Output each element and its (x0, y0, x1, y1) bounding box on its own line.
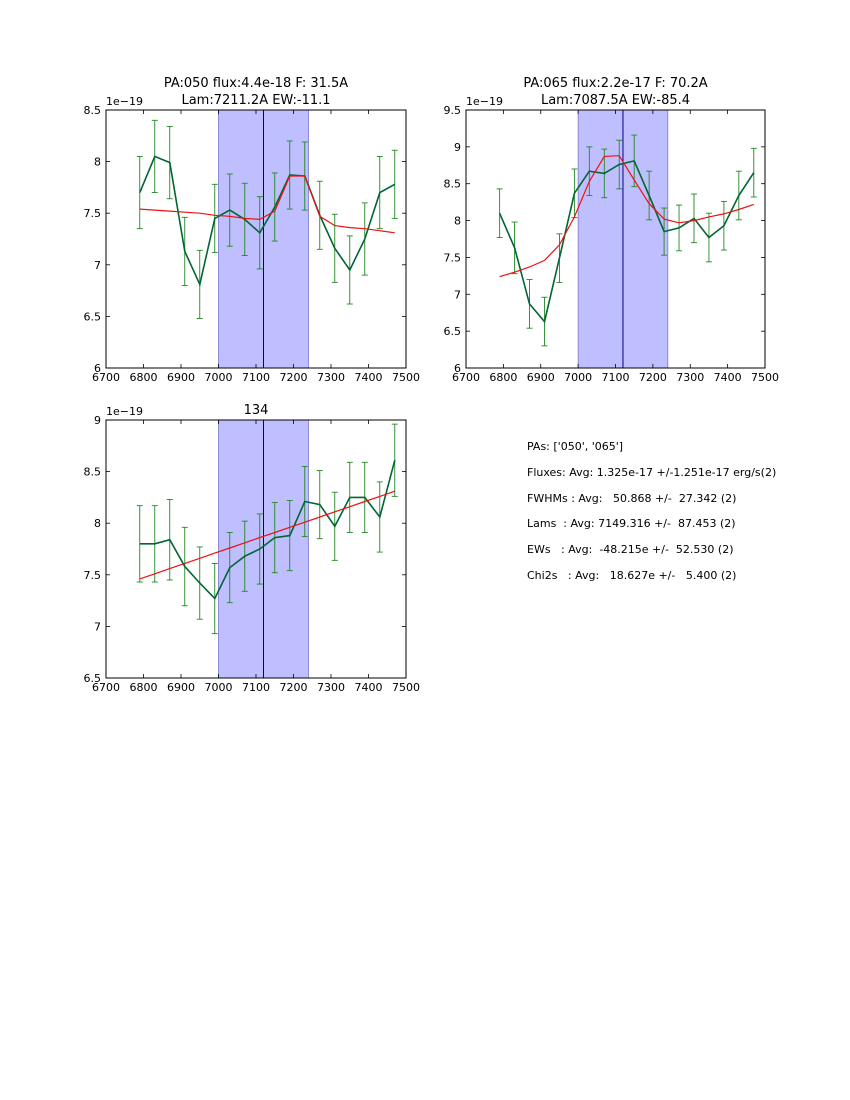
y-tick-label: 6 (94, 362, 101, 375)
x-tick-label: 7300 (676, 371, 704, 384)
x-tick-label: 6900 (167, 681, 195, 694)
y-tick-label: 8.5 (84, 466, 102, 479)
x-tick-label: 7500 (751, 371, 779, 384)
x-tick-label: 6800 (489, 371, 517, 384)
chart-title: Lam:7087.5A EW:-85.4 (541, 93, 690, 108)
y-tick-label: 7.5 (84, 207, 102, 220)
x-tick-label: 7200 (280, 681, 308, 694)
x-tick-label: 7400 (355, 681, 383, 694)
x-tick-label: 7000 (205, 371, 233, 384)
x-tick-label: 7300 (317, 371, 345, 384)
y-tick-label: 8 (454, 215, 461, 228)
x-tick-label: 7100 (242, 681, 270, 694)
y-tick-label: 6.5 (84, 672, 102, 685)
chart-1: 6700 6800 6900 7000 7100 7200 7300 7400 750066.5… (84, 76, 421, 384)
y-tick-label: 8 (94, 156, 101, 169)
x-tick-label: 7000 (564, 371, 592, 384)
stats-chi2s: Chi2s : Avg: 18.627e +/- 5.400 (2) (527, 563, 776, 589)
x-tick-label: 6800 (130, 371, 158, 384)
y-tick-label: 6.5 (444, 325, 462, 338)
x-tick-label: 7400 (714, 371, 742, 384)
chart-3: 6700 6800 6900 7000 7100 7200 7300 7400 75006.57… (84, 403, 421, 694)
x-tick-label: 7000 (205, 681, 233, 694)
y-tick-label: 7.5 (444, 251, 462, 264)
x-tick-label: 7200 (280, 371, 308, 384)
y-tick-label: 7.5 (84, 569, 102, 582)
chart-title: Lam:7211.2A EW:-11.1 (181, 93, 330, 108)
y-offset-label: 1e−19 (106, 405, 143, 418)
y-tick-label: 6 (454, 362, 461, 375)
x-tick-label: 7400 (355, 371, 383, 384)
x-tick-label: 7500 (392, 371, 420, 384)
y-tick-label: 9.5 (444, 104, 462, 117)
y-tick-label: 8.5 (444, 178, 462, 191)
chart-2: 6700 6800 6900 7000 7100 7200 7300 7400 750066.5… (444, 76, 780, 384)
y-tick-label: 7 (94, 259, 101, 272)
y-tick-label: 9 (454, 141, 461, 154)
y-tick-label: 9 (94, 414, 101, 427)
y-tick-label: 8 (94, 517, 101, 530)
chart-title: 134 (244, 403, 269, 418)
chart-title: PA:050 flux:4.4e-18 F: 31.5A (164, 76, 348, 91)
stats-fwhms: FWHMs : Avg: 50.868 +/- 27.342 (2) (527, 486, 776, 512)
x-tick-label: 7100 (602, 371, 630, 384)
x-tick-label: 7100 (242, 371, 270, 384)
y-tick-label: 7 (94, 620, 101, 633)
stats-ews: EWs : Avg: -48.215e +/- 52.530 (2) (527, 537, 776, 563)
y-offset-label: 1e−19 (466, 95, 503, 108)
stats-lams: Lams : Avg: 7149.316 +/- 87.453 (2) (527, 511, 776, 537)
chart-title: PA:065 flux:2.2e-17 F: 70.2A (523, 76, 707, 91)
stats-pas: PAs: ['050', '065'] (527, 434, 776, 460)
x-tick-label: 6900 (167, 371, 195, 384)
y-tick-label: 6.5 (84, 310, 102, 323)
x-tick-label: 6800 (130, 681, 158, 694)
y-tick-label: 8.5 (84, 104, 102, 117)
y-tick-label: 7 (454, 288, 461, 301)
stats-fluxes: Fluxes: Avg: 1.325e-17 +/-1.251e-17 erg/… (527, 460, 776, 486)
x-tick-label: 7200 (639, 371, 667, 384)
x-tick-label: 7500 (392, 681, 420, 694)
x-tick-label: 7300 (317, 681, 345, 694)
stats-panel: PAs: ['050', '065'] Fluxes: Avg: 1.325e-1… (527, 434, 776, 589)
y-offset-label: 1e−19 (106, 95, 143, 108)
x-tick-label: 6900 (527, 371, 555, 384)
